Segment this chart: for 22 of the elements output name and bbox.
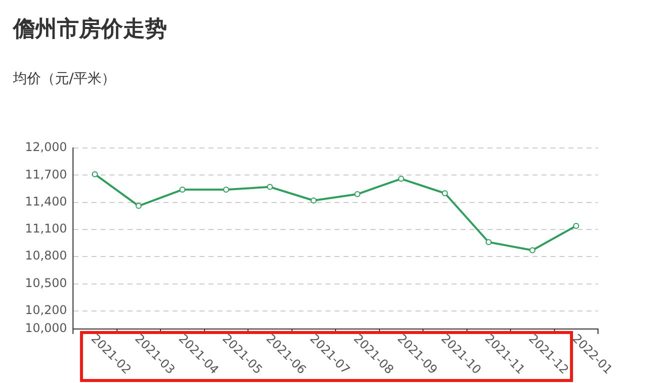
y-tick-label: 11,700 bbox=[25, 167, 67, 182]
y-tick-label: 10,500 bbox=[25, 276, 67, 290]
point bbox=[398, 176, 404, 182]
point bbox=[354, 191, 360, 198]
y-tick-label: 11,400 bbox=[25, 194, 67, 208]
point bbox=[266, 184, 273, 190]
point bbox=[136, 202, 142, 209]
y-tick-label: 10,000 bbox=[25, 321, 67, 336]
point bbox=[573, 222, 580, 229]
point bbox=[310, 197, 317, 204]
point bbox=[442, 190, 448, 196]
y-tick-label: 10,200 bbox=[25, 303, 67, 318]
point bbox=[529, 247, 536, 254]
y-tick-label: 10,800 bbox=[25, 248, 67, 263]
y-tick-label: 12,000 bbox=[25, 140, 67, 154]
point bbox=[92, 171, 98, 178]
y-tick-label: 11,100 bbox=[25, 222, 67, 236]
chart-title: 儋州市房价走势 bbox=[13, 16, 167, 44]
point bbox=[179, 186, 186, 193]
y-axis-title: 均价（元/平米） bbox=[13, 70, 116, 88]
point bbox=[486, 239, 492, 246]
point bbox=[223, 186, 230, 193]
